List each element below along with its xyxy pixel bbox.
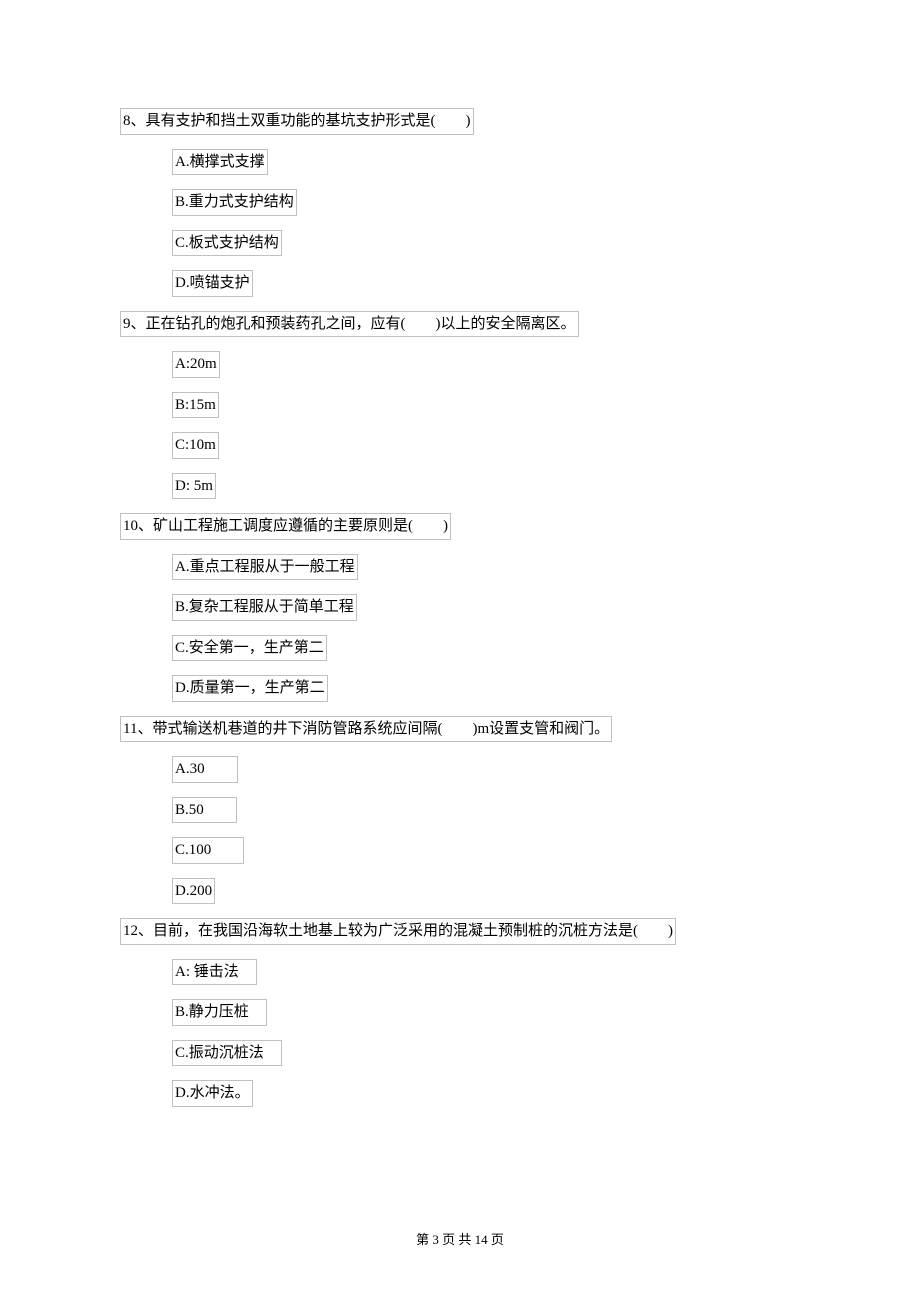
option-d: D.质量第一，生产第二 [172, 675, 800, 702]
question-text: 12、目前，在我国沿海软土地基上较为广泛采用的混凝土预制桩的沉桩方法是( ) [120, 918, 676, 945]
option-a: A.30 [172, 756, 800, 783]
option-text: D.喷锚支护 [172, 270, 253, 297]
option-c: C.安全第一，生产第二 [172, 635, 800, 662]
option-text: B.重力式支护结构 [172, 189, 297, 216]
option-b: B.50 [172, 797, 800, 824]
question-text: 10、矿山工程施工调度应遵循的主要原则是( ) [120, 513, 451, 540]
option-b: B.重力式支护结构 [172, 189, 800, 216]
option-b: B.静力压桩 [172, 999, 800, 1026]
option-text: A: 锤击法 [172, 959, 257, 986]
option-a: A:20m [172, 351, 800, 378]
option-text: D: 5m [172, 473, 216, 500]
option-text: B.静力压桩 [172, 999, 267, 1026]
question-11: 11、带式输送机巷道的井下消防管路系统应间隔( )m设置支管和阀门。 A.30 … [120, 716, 800, 905]
question-8: 8、具有支护和挡土双重功能的基坑支护形式是( ) A.横撑式支撑 B.重力式支护… [120, 108, 800, 297]
option-a: A.横撑式支撑 [172, 149, 800, 176]
document-content: 8、具有支护和挡土双重功能的基坑支护形式是( ) A.横撑式支撑 B.重力式支护… [120, 108, 800, 1107]
question-text: 9、正在钻孔的炮孔和预装药孔之间，应有( )以上的安全隔离区。 [120, 311, 579, 338]
option-d: D: 5m [172, 473, 800, 500]
question-text: 11、带式输送机巷道的井下消防管路系统应间隔( )m设置支管和阀门。 [120, 716, 612, 743]
option-text: C.板式支护结构 [172, 230, 282, 257]
option-c: C:10m [172, 432, 800, 459]
option-a: A.重点工程服从于一般工程 [172, 554, 800, 581]
option-text: D.质量第一，生产第二 [172, 675, 328, 702]
option-text: B:15m [172, 392, 219, 419]
option-a: A: 锤击法 [172, 959, 800, 986]
option-text: B.复杂工程服从于简单工程 [172, 594, 357, 621]
option-d: D.喷锚支护 [172, 270, 800, 297]
option-b: B.复杂工程服从于简单工程 [172, 594, 800, 621]
option-text: A.30 [172, 756, 238, 783]
option-d: D.水冲法。 [172, 1080, 800, 1107]
question-9: 9、正在钻孔的炮孔和预装药孔之间，应有( )以上的安全隔离区。 A:20m B:… [120, 311, 800, 500]
option-text: C.100 [172, 837, 244, 864]
option-text: A.重点工程服从于一般工程 [172, 554, 358, 581]
option-c: C.100 [172, 837, 800, 864]
option-text: D.200 [172, 878, 215, 905]
option-c: C.板式支护结构 [172, 230, 800, 257]
option-text: C.安全第一，生产第二 [172, 635, 327, 662]
page-footer: 第 3 页 共 14 页 [0, 1229, 920, 1248]
option-text: D.水冲法。 [172, 1080, 253, 1107]
option-d: D.200 [172, 878, 800, 905]
question-12: 12、目前，在我国沿海软土地基上较为广泛采用的混凝土预制桩的沉桩方法是( ) A… [120, 918, 800, 1107]
option-text: C.振动沉桩法 [172, 1040, 282, 1067]
option-b: B:15m [172, 392, 800, 419]
option-text: C:10m [172, 432, 219, 459]
option-c: C.振动沉桩法 [172, 1040, 800, 1067]
option-text: A:20m [172, 351, 220, 378]
question-text: 8、具有支护和挡土双重功能的基坑支护形式是( ) [120, 108, 474, 135]
option-text: B.50 [172, 797, 237, 824]
question-10: 10、矿山工程施工调度应遵循的主要原则是( ) A.重点工程服从于一般工程 B.… [120, 513, 800, 702]
option-text: A.横撑式支撑 [172, 149, 268, 176]
